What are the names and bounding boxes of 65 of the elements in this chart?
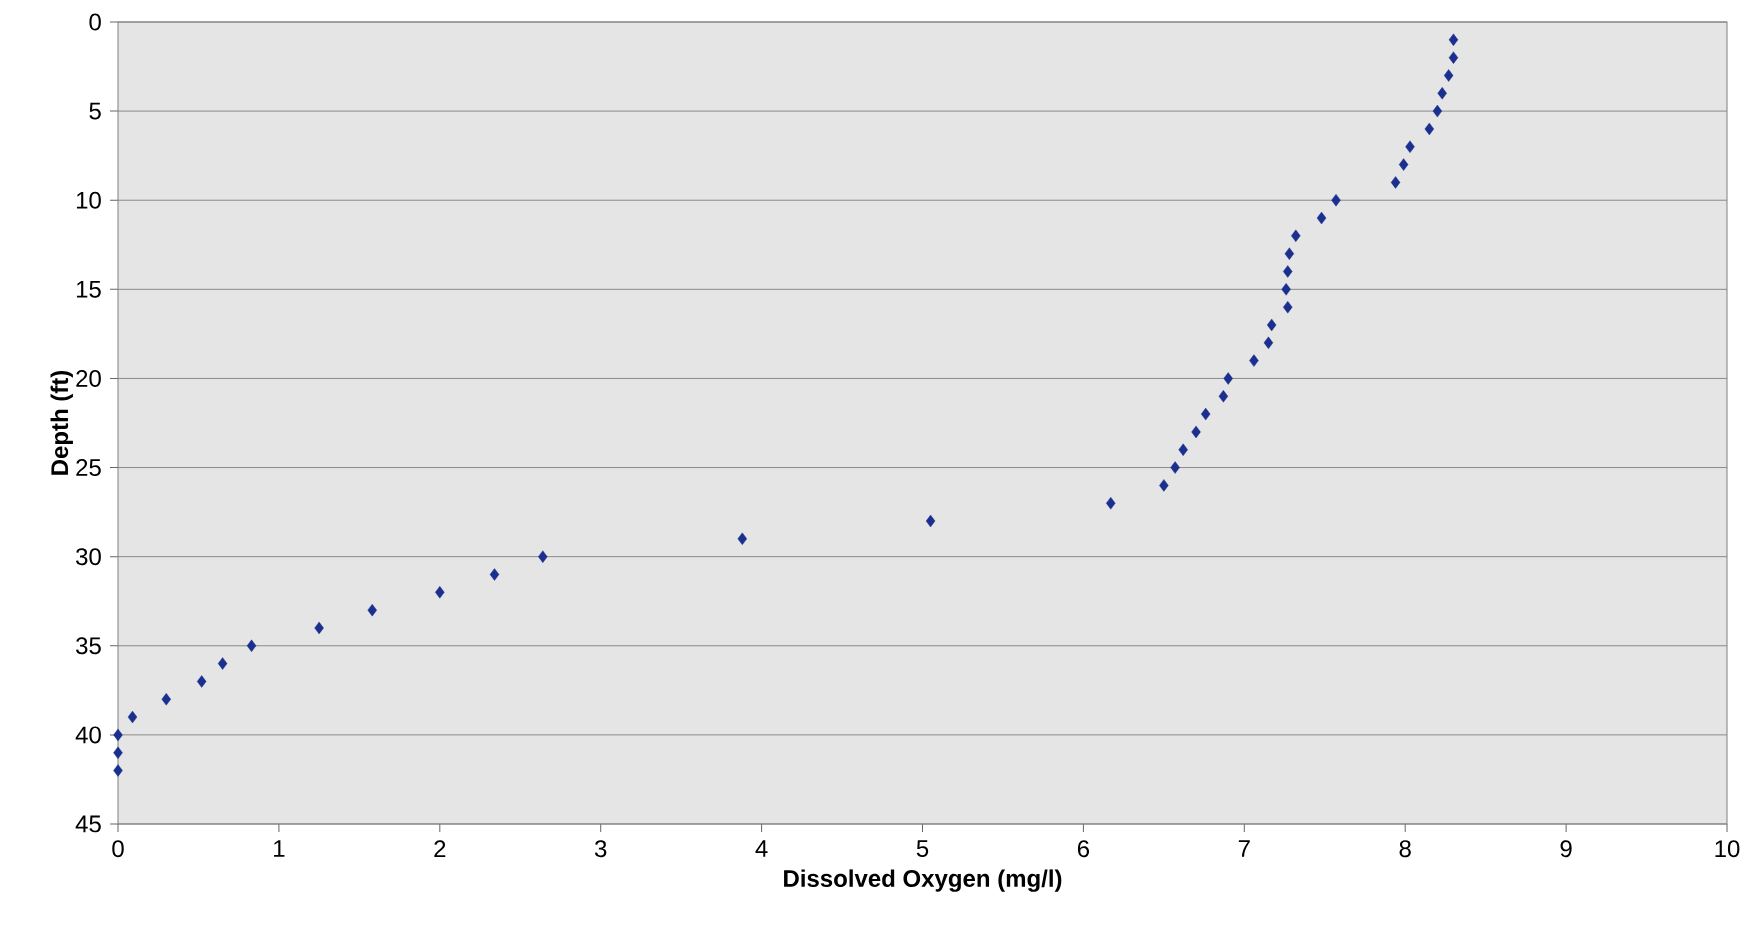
- point: [1291, 229, 1301, 243]
- point: [435, 586, 445, 599]
- point: [1281, 283, 1291, 296]
- point: [1405, 140, 1415, 153]
- x-tick-label: 0: [112, 840, 124, 858]
- point: [1448, 33, 1459, 47]
- y-tick-label: 15: [76, 280, 101, 298]
- y-tick-label: 25: [76, 459, 101, 477]
- y-tick-label: 30: [76, 548, 101, 566]
- point: [1249, 354, 1259, 367]
- x-axis-title: Dissolved Oxygen (mg/l): [784, 869, 1062, 892]
- point: [1432, 104, 1443, 118]
- x-tick-label: 8: [1399, 840, 1411, 858]
- point: [1424, 122, 1435, 136]
- point: [1283, 300, 1293, 314]
- point: [538, 550, 548, 563]
- x-tick-label: 7: [1238, 840, 1250, 857]
- point: [1443, 69, 1454, 82]
- x-tick-label: 4: [755, 840, 768, 857]
- point: [113, 728, 123, 742]
- x-tick-label: 3: [594, 840, 607, 858]
- point: [196, 675, 207, 688]
- point: [1398, 158, 1409, 171]
- point: [1223, 372, 1233, 385]
- y-tick-label: 0: [89, 13, 101, 31]
- y-axis-title: Depth (ft): [50, 370, 73, 475]
- y-tick-label: 40: [75, 726, 101, 744]
- x-tick-label: 1: [274, 840, 285, 857]
- x-tick-label: 2: [434, 840, 446, 857]
- point: [1159, 479, 1169, 492]
- point: [1106, 497, 1116, 510]
- point: [127, 710, 138, 724]
- x-tick-label: 10: [1715, 840, 1740, 858]
- x-tick-label: 6: [1077, 840, 1090, 858]
- point: [737, 532, 747, 546]
- y-tick-label: 10: [76, 191, 101, 209]
- point: [217, 657, 228, 670]
- point: [1266, 318, 1277, 332]
- y-tick-label: 5: [89, 102, 101, 120]
- point: [367, 603, 377, 617]
- x-tick-label: 9: [1560, 840, 1572, 858]
- point: [113, 746, 123, 759]
- point: [1283, 265, 1293, 278]
- point: [314, 621, 324, 635]
- x-tick-label: 5: [916, 840, 929, 857]
- y-tick-label: 35: [76, 637, 101, 655]
- point: [1284, 247, 1295, 260]
- point: [925, 514, 936, 528]
- point: [1178, 443, 1188, 456]
- point: [489, 568, 500, 581]
- point: [1437, 87, 1447, 100]
- point: [1390, 176, 1401, 189]
- point: [161, 693, 171, 706]
- y-tick-label: 45: [75, 815, 101, 833]
- point: [113, 764, 123, 777]
- point: [1331, 194, 1341, 207]
- point: [1191, 425, 1201, 439]
- point: [1218, 390, 1229, 403]
- point: [246, 639, 257, 652]
- point: [1200, 407, 1211, 421]
- point: [1263, 336, 1274, 349]
- point: [1316, 211, 1327, 225]
- point: [1448, 51, 1459, 64]
- point: [1170, 461, 1180, 474]
- y-tick-label: 20: [76, 369, 101, 387]
